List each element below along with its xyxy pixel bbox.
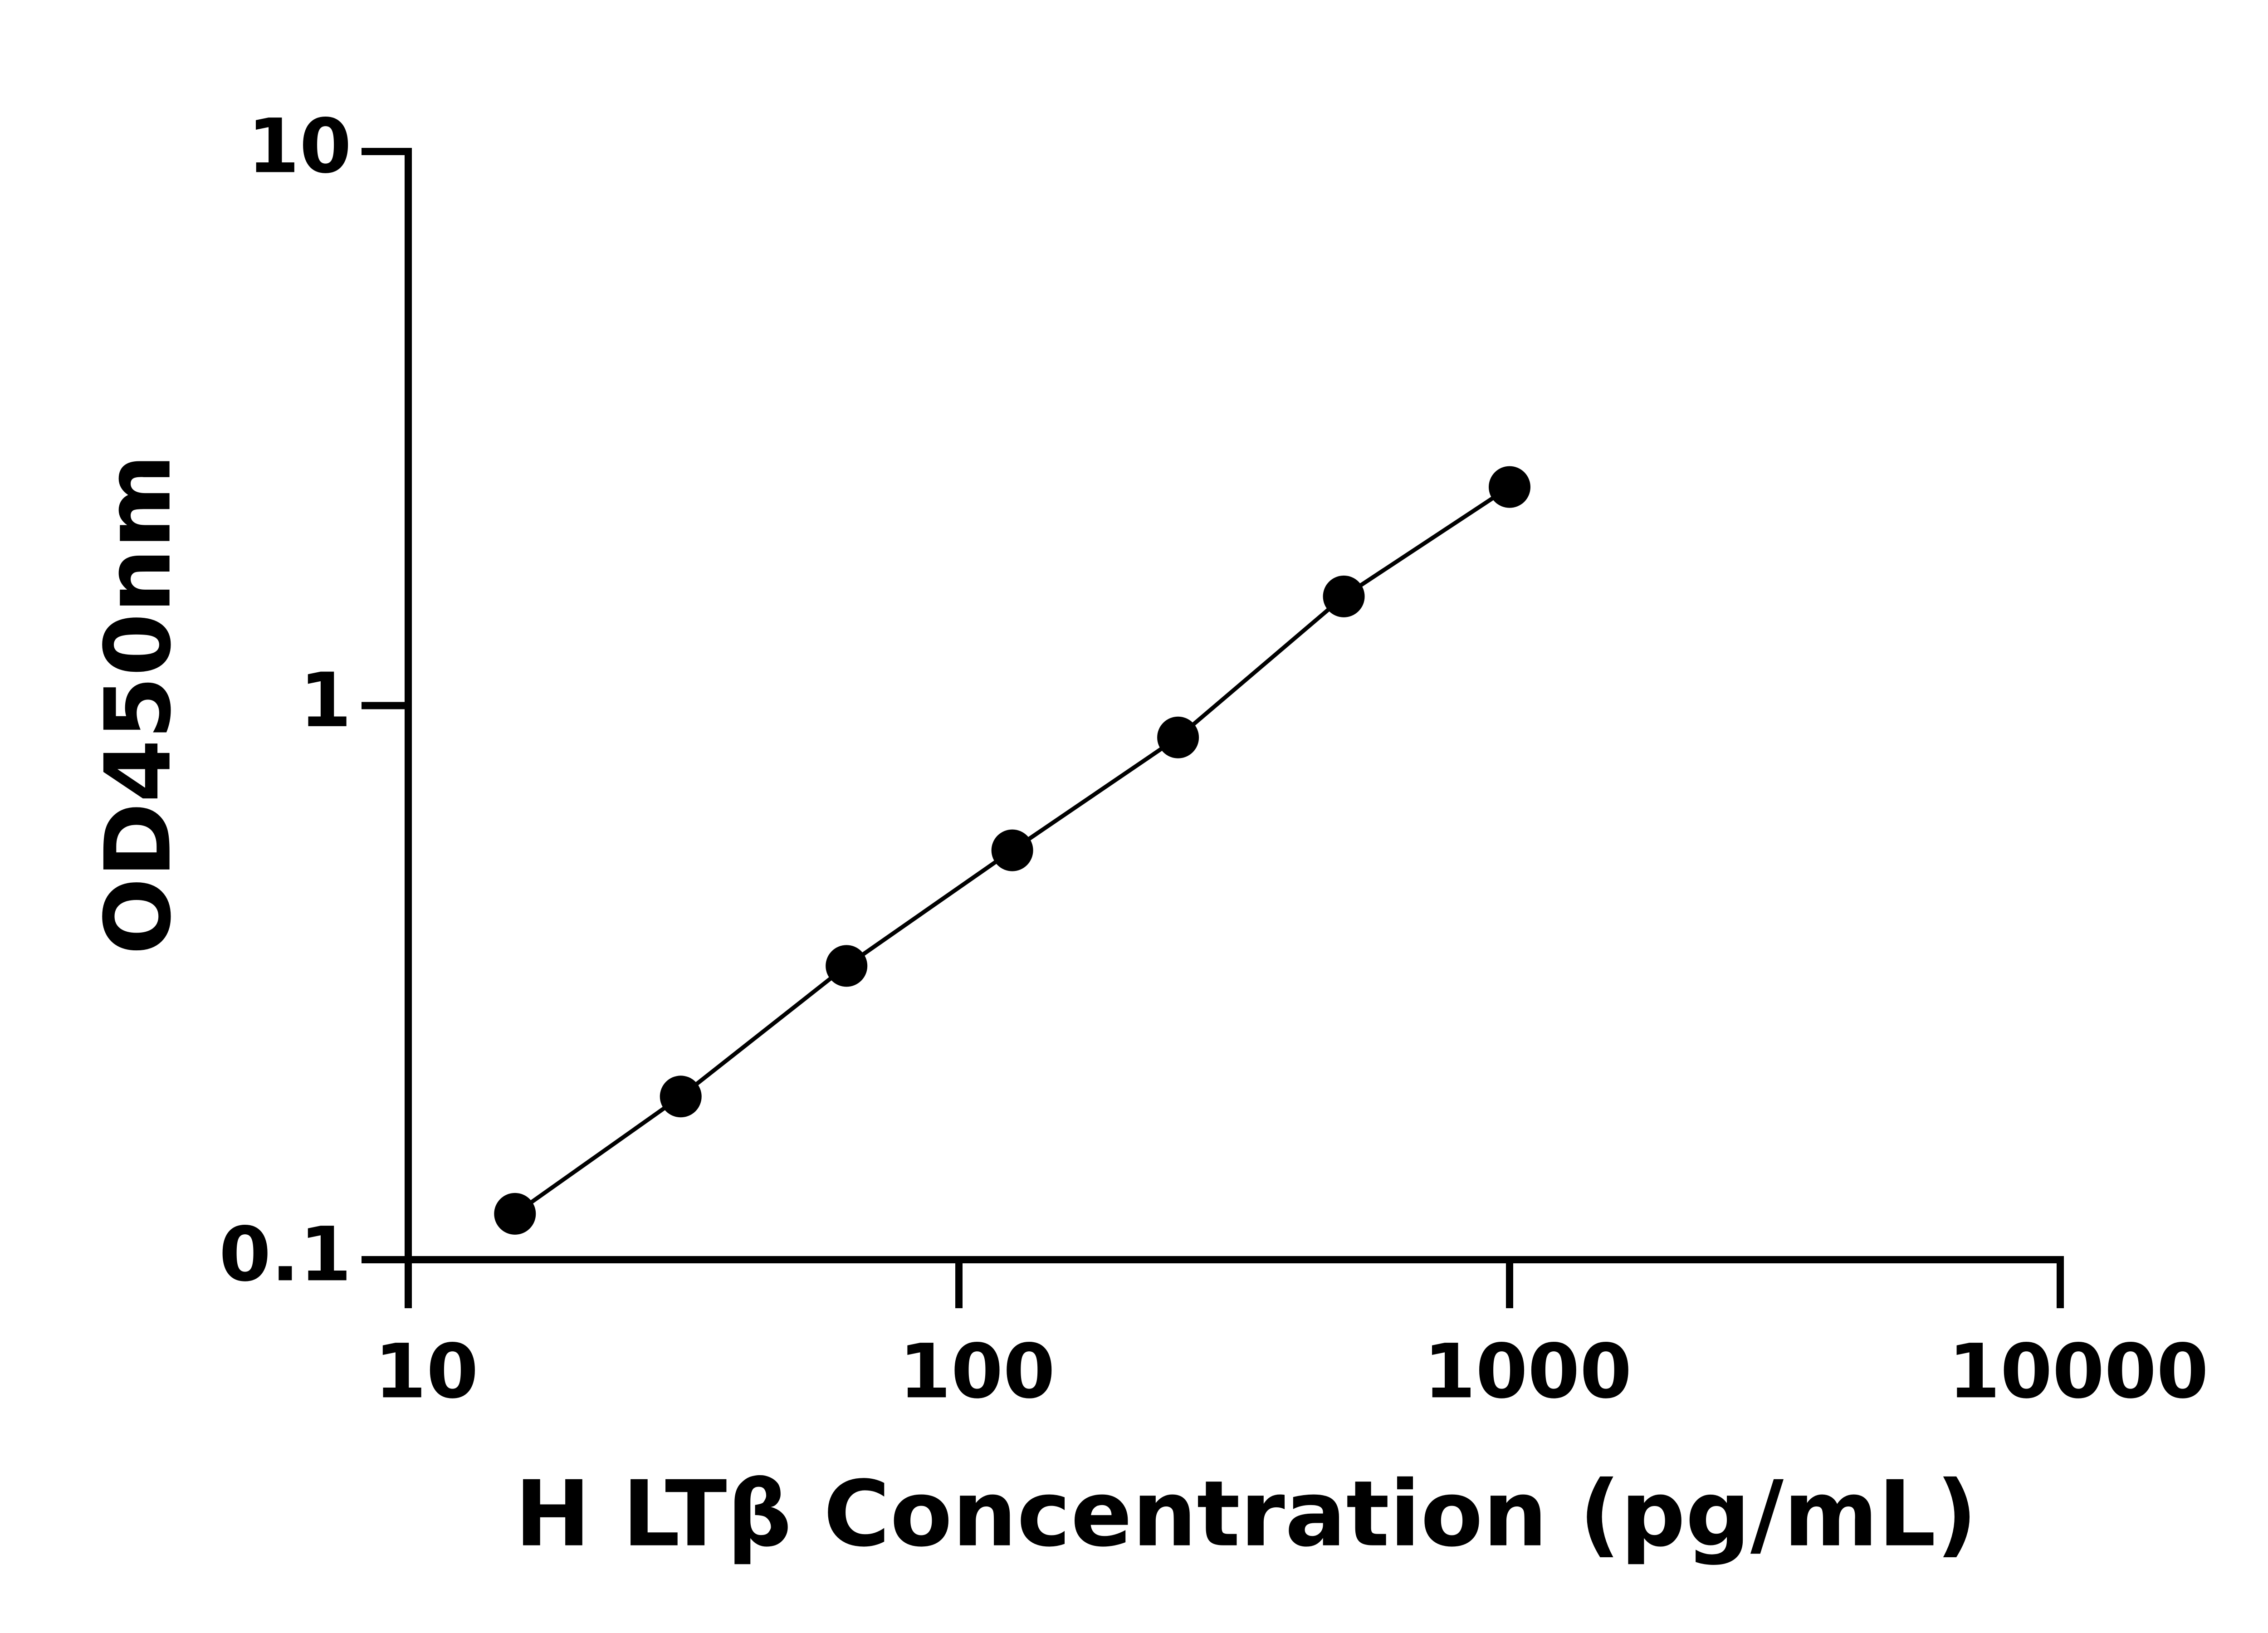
data-point [991,829,1033,871]
x-axis-label: H LTβ Concentration (pg/mL) [515,1462,1978,1567]
y-axis-label: OD450nm [86,454,191,955]
data-point [494,1193,536,1235]
y-tick-label: 10 [247,103,352,190]
data-point [660,1076,702,1118]
x-tick-label: 1000 [1423,1328,1632,1415]
y-tick-label: 0.1 [219,1211,352,1298]
y-tick-label: 1 [299,657,352,744]
data-point [826,945,868,987]
data-point [1157,716,1199,758]
data-point [1489,466,1530,508]
x-tick-label: 10000 [1948,1328,2209,1415]
x-tick-label: 10 [374,1328,479,1415]
x-tick-label: 100 [899,1328,1055,1415]
data-point [1323,575,1365,617]
